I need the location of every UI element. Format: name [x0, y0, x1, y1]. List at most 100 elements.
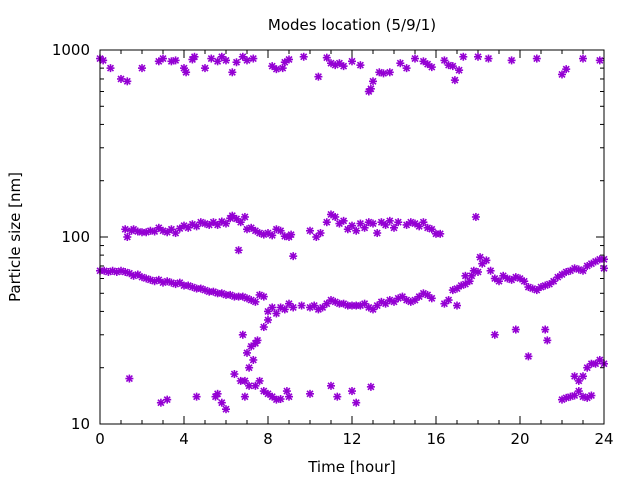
data-point: [190, 52, 199, 61]
data-point: [280, 305, 289, 314]
data-point: [394, 218, 403, 227]
data-point: [352, 398, 361, 407]
data-point: [352, 226, 361, 235]
data-point: [484, 54, 493, 63]
chart-title: Modes location (5/9/1): [268, 16, 436, 34]
data-point: [272, 309, 281, 318]
data-point: [243, 348, 251, 357]
data-point: [284, 392, 294, 401]
data-point: [360, 223, 369, 232]
data-point: [459, 52, 468, 61]
data-point: [255, 376, 264, 385]
data-point: [482, 256, 491, 265]
data-point: [410, 219, 420, 228]
data-point: [171, 56, 180, 65]
data-point: [578, 372, 588, 381]
data-point: [240, 392, 249, 401]
data-point: [322, 218, 331, 227]
data-point: [106, 64, 115, 73]
data-point: [562, 65, 571, 74]
data-point: [123, 233, 132, 241]
data-point: [347, 57, 357, 66]
data-point: [133, 270, 142, 279]
data-point: [322, 53, 331, 62]
data-point: [156, 398, 165, 407]
data-point: [217, 52, 226, 61]
data-point: [476, 253, 485, 262]
data-point: [335, 219, 344, 228]
data-point: [228, 68, 237, 77]
data-point: [553, 273, 562, 282]
data-point: [448, 62, 457, 71]
data-point: [316, 229, 325, 238]
x-tick-label: 8: [263, 430, 273, 448]
data-point: [368, 219, 378, 228]
data-point: [333, 392, 342, 401]
data-point: [232, 58, 241, 67]
data-point: [356, 61, 365, 70]
data-point: [259, 292, 268, 301]
data-point: [249, 54, 258, 63]
x-tick-label: 12: [342, 430, 361, 448]
data-point: [543, 336, 552, 345]
data-point: [524, 352, 533, 361]
data-point: [507, 56, 516, 65]
x-tick-label: 4: [179, 430, 189, 448]
data-point: [465, 277, 474, 286]
data-point: [123, 77, 132, 86]
data-point: [490, 330, 499, 339]
axis-ticks: 0 4 8 12 16 20 24 10 100 1000: [52, 41, 614, 448]
data-point: [299, 52, 308, 61]
data-point: [236, 218, 245, 227]
data-point: [444, 296, 453, 305]
data-point: [452, 284, 462, 293]
data-point: [222, 219, 230, 228]
data-point: [494, 277, 504, 286]
data-point: [326, 381, 336, 390]
plot-frame: [99, 49, 605, 425]
data-point: [171, 229, 180, 238]
data-point: [159, 54, 167, 63]
data-point: [240, 212, 249, 221]
data-point: [117, 74, 125, 83]
data-point: [287, 230, 296, 239]
data-point: [289, 252, 298, 261]
x-tick-label: 16: [426, 430, 445, 448]
data-point: [385, 216, 394, 225]
data-point: [213, 389, 222, 398]
data-point: [245, 381, 254, 390]
data-point: [276, 395, 285, 404]
data-point: [121, 225, 130, 234]
data-point: [452, 301, 462, 310]
data-point: [268, 392, 277, 401]
data-point: [520, 277, 529, 286]
data-point: [347, 387, 357, 396]
data-point: [284, 55, 294, 64]
data-point: [207, 54, 216, 63]
data-point: [389, 223, 399, 232]
data-point: [163, 395, 172, 404]
data-point: [263, 315, 273, 324]
data-point: [373, 229, 382, 238]
data-point: [471, 212, 480, 221]
data-point: [205, 220, 214, 229]
data-point: [427, 294, 436, 303]
data-point: [366, 382, 375, 391]
data-point: [259, 323, 268, 332]
data-point: [595, 56, 604, 65]
data-point: [259, 387, 268, 396]
data-point: [230, 370, 239, 379]
data-point: [276, 226, 285, 235]
data-point: [278, 64, 287, 73]
data-point: [368, 77, 378, 86]
data-point: [396, 59, 405, 68]
data-point: [467, 271, 476, 280]
data-point: [192, 392, 201, 401]
x-tick-label: 0: [95, 430, 105, 448]
data-point: [222, 56, 230, 65]
data-point: [419, 57, 428, 66]
data-point: [251, 381, 260, 390]
data-point: [182, 68, 191, 77]
data-point: [236, 376, 245, 385]
